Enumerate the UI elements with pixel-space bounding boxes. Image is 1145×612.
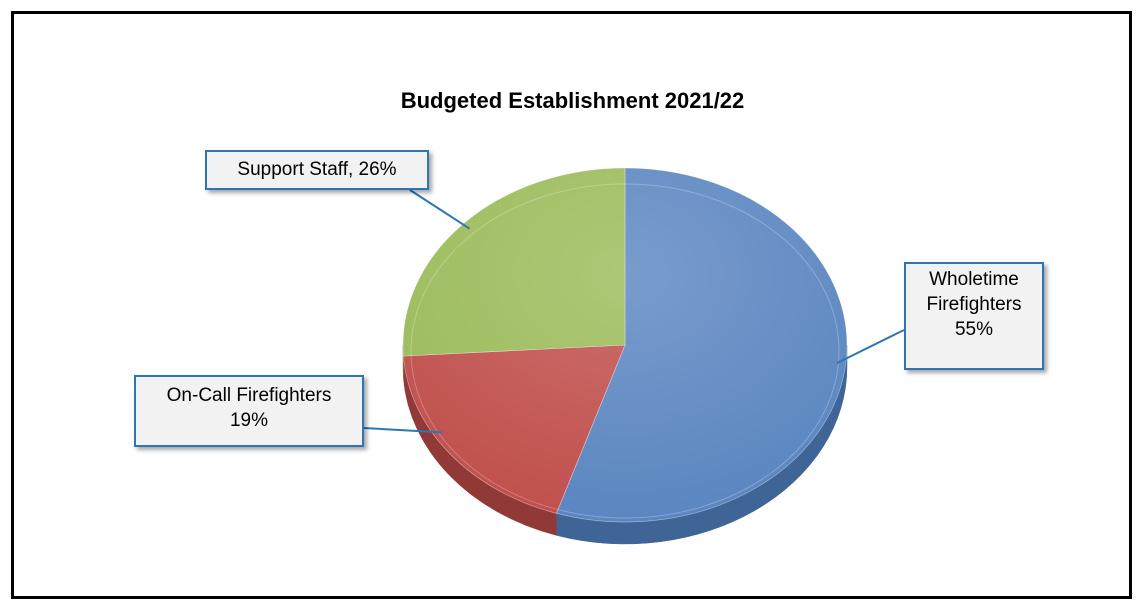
- leader-line-support-staff: [409, 189, 471, 230]
- pie-shine: [403, 168, 847, 522]
- leader-line-on-call-firefighters: [363, 427, 443, 434]
- data-label-support-staff: Support Staff, 26%: [205, 150, 429, 190]
- data-label-line: On-Call Firefighters: [166, 385, 332, 406]
- data-label-line: Wholetime: [929, 269, 1019, 290]
- leader-line-wholetime-firefighters: [836, 329, 905, 365]
- data-label-line: 19%: [229, 410, 269, 431]
- data-label-on-call-firefighters: On-Call Firefighters 19%: [134, 375, 364, 447]
- data-label-line: 55%: [954, 319, 994, 340]
- data-label-line: Support Staff, 26%: [237, 159, 397, 180]
- data-label-wholetime-firefighters: Wholetime Firefighters 55%: [904, 262, 1044, 370]
- chart-title: Budgeted Establishment 2021/22: [400, 88, 745, 113]
- data-label-line: Firefighters: [926, 294, 1022, 315]
